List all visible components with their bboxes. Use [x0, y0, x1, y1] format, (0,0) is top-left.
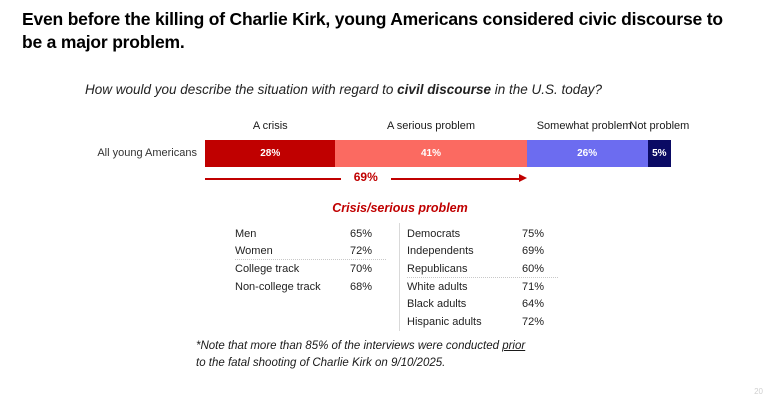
table-row: College track 70%: [235, 260, 390, 278]
row-value: 71%: [522, 280, 545, 293]
question-prefix: How would you describe the situation wit…: [85, 82, 398, 97]
row-label: Men: [235, 227, 257, 240]
footnote: *Note that more than 85% of the intervie…: [196, 338, 616, 371]
table-row: Black adults 64%: [407, 295, 562, 313]
row-label: Black adults: [407, 298, 467, 311]
table-row: Women 72%: [235, 243, 390, 261]
row-label: Independents: [407, 245, 474, 258]
row-label: Women: [235, 245, 273, 258]
row-value: 68%: [350, 280, 373, 293]
row-label: Republicans: [407, 262, 468, 275]
row-label: Non-college track: [235, 280, 321, 293]
table-row: Republicans 60%: [407, 260, 562, 278]
table-row: Men 65%: [235, 225, 390, 243]
legend-label-crisis: A crisis: [252, 120, 288, 132]
table-row: Democrats 75%: [407, 225, 562, 243]
row-label: Democrats: [407, 227, 461, 240]
question-suffix: in the U.S. today?: [490, 82, 603, 97]
breakdown-table: Men 65% Women 72% College track 70% Non-colleg…: [235, 223, 570, 331]
row-label: White adults: [407, 280, 468, 293]
breakdown-column-left: Men 65% Women 72% College track 70% Non-colleg…: [235, 225, 390, 295]
breakdown-heading: Crisis/serious problem: [332, 201, 468, 215]
row-label: College track: [235, 262, 300, 275]
bracket-line-right: [390, 178, 519, 180]
row-value: 72%: [522, 315, 545, 328]
row-value: 70%: [350, 262, 373, 275]
bar-segment-crisis: 28%: [205, 140, 336, 167]
bar-row-label: All young Americans: [97, 147, 197, 159]
combined-total-bracket: 69%: [205, 170, 527, 188]
row-value: 64%: [522, 298, 545, 311]
table-row: Non-college track 68%: [235, 278, 390, 296]
page-title: Even before the killing of Charlie Kirk,…: [22, 9, 723, 53]
table-row: Hispanic adults 72%: [407, 313, 562, 331]
legend-label-serious-problem: A serious problem: [386, 120, 476, 132]
bracket-total-label: 69%: [353, 170, 378, 184]
question-emphasis: civil discourse: [397, 82, 491, 97]
survey-question: How would you describe the situation wit…: [85, 82, 705, 97]
bracket-line-left: [205, 178, 341, 180]
footnote-text-part1: *Note that more than 85% of the intervie…: [196, 340, 503, 352]
row-value: 69%: [522, 245, 545, 258]
bar-segment-somewhat-problem: 26%: [526, 140, 648, 167]
footnote-underlined-word: prior: [502, 340, 526, 352]
table-row: Independents 69%: [407, 243, 562, 261]
table-row: White adults 71%: [407, 278, 562, 296]
row-label: Hispanic adults: [407, 315, 482, 328]
footnote-text-part2: to the fatal shooting of Charlie Kirk on…: [196, 356, 446, 369]
row-value: 60%: [522, 262, 545, 275]
breakdown-column-right: Democrats 75% Independents 69% Republicans 60…: [407, 225, 562, 331]
legend-label-not-problem: Not problem: [629, 120, 690, 132]
bar-track: 28% 41% 26% 5%: [205, 140, 671, 167]
page-number: 20: [754, 387, 763, 396]
chart-legend: A crisis A serious problem Somewhat prob…: [205, 120, 689, 136]
row-value: 65%: [350, 227, 373, 240]
bar-segment-serious-problem: 41%: [335, 140, 527, 167]
row-value: 72%: [350, 245, 373, 258]
row-value: 75%: [522, 227, 545, 240]
legend-label-somewhat-problem: Somewhat problem: [536, 120, 632, 132]
bracket-arrow-icon: [518, 174, 527, 182]
bar-segment-not-problem: 5%: [647, 140, 671, 167]
table-column-divider: [399, 223, 400, 331]
